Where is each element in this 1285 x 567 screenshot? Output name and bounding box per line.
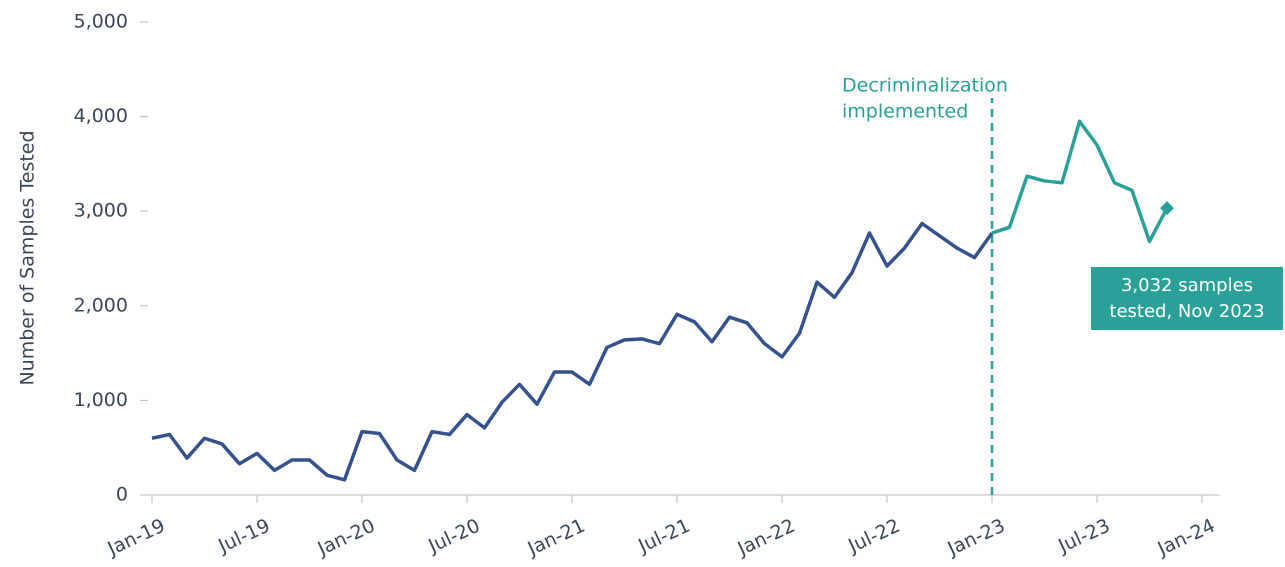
x-tick-label: Jul-23 [1054,515,1113,558]
x-tick-label: Jan-22 [734,515,799,561]
line [151,221,994,482]
y-tick-label: 0 [116,484,128,506]
y-axis-label: Number of Samples Tested [17,130,39,385]
x-tick-label: Jan-21 [524,515,589,561]
x-tick-label: Jan-20 [314,515,379,561]
annotation-text: 3,032 samples [1121,275,1253,296]
y-tick-label: 2,000 [74,294,128,316]
x-tick-label: Jul-20 [424,515,483,558]
x-tick-label: Jul-22 [844,515,903,558]
line [991,119,1169,244]
annotation-text: implemented [842,101,968,123]
y-tick-label: 4,000 [74,105,128,127]
x-tick-label: Jan-19 [104,515,169,561]
x-tick-label: Jan-24 [1154,515,1219,561]
annotation-text: tested, Nov 2023 [1109,301,1264,322]
y-tick-label: 3,000 [74,200,128,222]
annotation-box [1091,267,1283,330]
x-tick-label: Jan-23 [944,515,1009,561]
y-tick-label: 5,000 [74,11,128,33]
x-tick-label: Jul-21 [634,515,693,558]
y-tick-label: 1,000 [74,389,128,411]
annotation-text: Decriminalization [842,75,1008,97]
point-marker [1160,201,1174,216]
x-tick-label: Jul-19 [214,515,273,558]
